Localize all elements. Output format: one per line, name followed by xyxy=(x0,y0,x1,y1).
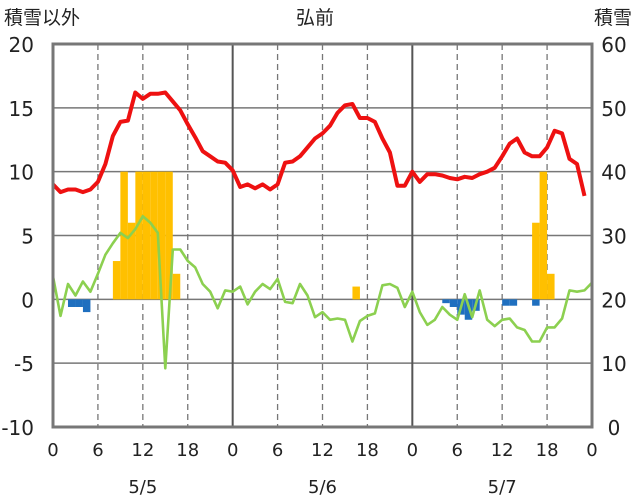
bar xyxy=(82,299,91,313)
bar xyxy=(165,171,173,300)
right-tick-label: 30 xyxy=(601,225,626,249)
day-label: 5/7 xyxy=(488,477,517,498)
right-tick-label: 0 xyxy=(608,416,621,440)
left-tick-label: 10 xyxy=(9,161,34,185)
bar xyxy=(172,273,181,300)
bar xyxy=(75,299,83,307)
x-tick-label: 6 xyxy=(92,440,103,461)
bar xyxy=(67,299,76,307)
right-tick-label: 50 xyxy=(601,97,626,121)
day-label: 5/5 xyxy=(128,477,157,498)
x-tick-label: 18 xyxy=(356,440,379,461)
bar xyxy=(509,299,518,306)
bar xyxy=(352,286,360,300)
bar xyxy=(150,171,158,300)
left-axis-label: 積雪以外 xyxy=(4,7,80,29)
bar xyxy=(547,273,555,300)
lines-layer xyxy=(51,90,593,370)
left-tick-label: 0 xyxy=(21,288,34,312)
bar xyxy=(142,171,151,300)
x-tick-label: 18 xyxy=(176,440,199,461)
x-tick-label: 0 xyxy=(586,440,597,461)
right-tick-label: 20 xyxy=(601,288,626,312)
left-tick-label: 5 xyxy=(21,225,34,249)
bar xyxy=(502,299,510,306)
series-line xyxy=(51,90,587,197)
x-tick-label: 6 xyxy=(272,440,283,461)
x-tick-label: 12 xyxy=(491,440,514,461)
left-tick-label: -10 xyxy=(1,416,34,440)
right-axis-label: 積雪 xyxy=(594,7,632,29)
left-tick-label: 15 xyxy=(9,97,34,121)
left-tick-label: 20 xyxy=(9,33,34,57)
series-line xyxy=(51,215,593,370)
x-tick-label: 0 xyxy=(407,440,418,461)
x-tick-label: 12 xyxy=(311,440,334,461)
x-tick-label: 0 xyxy=(47,440,58,461)
bar xyxy=(539,171,548,300)
x-tick-label: 12 xyxy=(131,440,154,461)
right-tick-label: 10 xyxy=(601,352,626,376)
bar xyxy=(449,299,458,307)
bar xyxy=(112,261,121,300)
chart-title: 弘前 xyxy=(296,7,334,29)
plot-frame xyxy=(51,42,594,429)
left-tick-label: -5 xyxy=(14,352,34,376)
bar xyxy=(532,299,540,306)
x-tick-label: 6 xyxy=(452,440,463,461)
day-label: 5/6 xyxy=(308,477,337,498)
right-tick-label: 40 xyxy=(601,161,626,185)
x-tick-label: 0 xyxy=(227,440,238,461)
x-tick-label: 18 xyxy=(536,440,559,461)
bar xyxy=(157,171,166,300)
bar xyxy=(135,171,143,300)
bar xyxy=(442,299,450,304)
bar xyxy=(532,222,540,300)
right-tick-label: 60 xyxy=(601,33,626,57)
bar xyxy=(127,222,136,300)
